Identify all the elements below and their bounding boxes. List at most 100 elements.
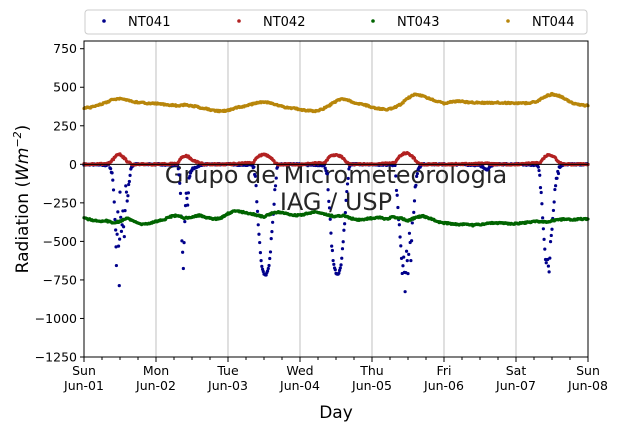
x-tick-date: Jun-01 — [63, 378, 104, 393]
data-point — [114, 228, 118, 232]
x-tick-weekday: Sun — [72, 363, 96, 378]
legend-frame — [84, 9, 588, 35]
data-point — [412, 210, 416, 215]
y-tick-label: 0 — [69, 157, 77, 172]
data-point — [119, 215, 123, 219]
data-point — [537, 168, 541, 173]
data-point — [554, 184, 558, 188]
data-point — [330, 248, 334, 253]
y-unit-exponent: −2 — [11, 131, 24, 147]
data-point — [127, 182, 131, 187]
data-point — [556, 171, 561, 176]
data-point — [407, 252, 411, 256]
data-point — [119, 229, 124, 233]
data-point — [252, 165, 256, 169]
y-tick-label: −1000 — [35, 311, 77, 326]
data-point — [114, 263, 118, 268]
data-point — [340, 247, 345, 251]
series-nt043 — [82, 209, 590, 228]
data-point — [410, 239, 414, 243]
data-point — [254, 184, 258, 188]
x-axis: SunJun-01MonJun-02TueJun-03WedJun-04ThuJ… — [63, 357, 608, 393]
data-point — [186, 191, 190, 195]
data-point — [268, 256, 272, 261]
y-tick-label: 250 — [53, 118, 77, 133]
data-point — [255, 209, 260, 213]
data-point — [333, 268, 337, 272]
x-tick-weekday: Fri — [437, 363, 452, 378]
data-point — [123, 209, 127, 213]
x-tick-date: Jun-05 — [351, 378, 392, 393]
data-point — [541, 216, 545, 220]
data-point — [176, 167, 180, 171]
data-point — [543, 247, 547, 251]
data-point — [267, 263, 271, 268]
data-point — [551, 208, 556, 213]
data-point — [538, 173, 542, 177]
data-point — [266, 266, 270, 271]
data-point — [327, 199, 331, 203]
data-point — [549, 233, 553, 238]
data-point — [122, 225, 126, 229]
data-point — [177, 173, 181, 177]
data-point — [326, 188, 330, 192]
data-point — [541, 227, 545, 231]
x-tick-date: Jun-02 — [135, 378, 176, 393]
data-point — [110, 171, 114, 175]
data-point — [346, 176, 350, 181]
data-point — [414, 183, 418, 187]
y-tick-label: 500 — [53, 80, 77, 95]
data-point — [180, 239, 184, 243]
data-point — [128, 173, 132, 177]
data-point — [127, 179, 131, 184]
data-point — [553, 187, 557, 192]
data-point — [409, 258, 413, 263]
data-point — [178, 181, 182, 185]
data-point — [273, 184, 278, 188]
data-point — [415, 174, 419, 178]
data-point — [270, 230, 274, 234]
x-tick-date: Jun-04 — [279, 378, 320, 393]
data-point — [122, 235, 126, 239]
data-point — [181, 250, 185, 254]
legend-marker — [371, 19, 375, 23]
legend-entry: NT041 — [102, 15, 170, 30]
x-tick-date: Jun-07 — [495, 378, 536, 393]
data-point — [550, 227, 554, 231]
data-point — [111, 178, 115, 182]
data-point — [118, 237, 122, 241]
data-point — [323, 166, 327, 170]
watermark-line: IAG / USP — [280, 188, 392, 216]
data-point — [269, 237, 273, 241]
data-point — [536, 165, 540, 169]
data-point — [398, 235, 402, 239]
data-point — [339, 263, 343, 267]
data-point — [544, 261, 548, 265]
legend: NT041 NT042 NT043 NT044 — [84, 9, 588, 35]
data-point — [329, 231, 333, 235]
data-point — [125, 199, 129, 203]
data-point — [188, 174, 192, 178]
data-point — [547, 270, 551, 274]
data-point — [552, 200, 556, 204]
data-point — [257, 232, 261, 236]
legend-marker — [506, 19, 510, 23]
data-point — [115, 232, 119, 236]
data-point — [402, 255, 406, 259]
data-point — [538, 185, 543, 190]
data-point — [325, 172, 329, 176]
data-point — [118, 190, 122, 194]
legend-label: NT043 — [397, 15, 439, 30]
data-point — [330, 244, 334, 248]
data-point — [555, 176, 559, 180]
y-axis: 750 500 250 0 −250 −500 −750 −1000 −1250 — [35, 41, 84, 365]
data-point — [540, 202, 544, 206]
data-point — [548, 240, 553, 244]
data-point — [178, 191, 183, 196]
data-point — [343, 222, 347, 226]
data-point — [539, 190, 543, 195]
data-point — [337, 271, 341, 275]
y-tick-label: −500 — [43, 234, 77, 249]
x-tick-date: Jun-03 — [207, 378, 248, 393]
